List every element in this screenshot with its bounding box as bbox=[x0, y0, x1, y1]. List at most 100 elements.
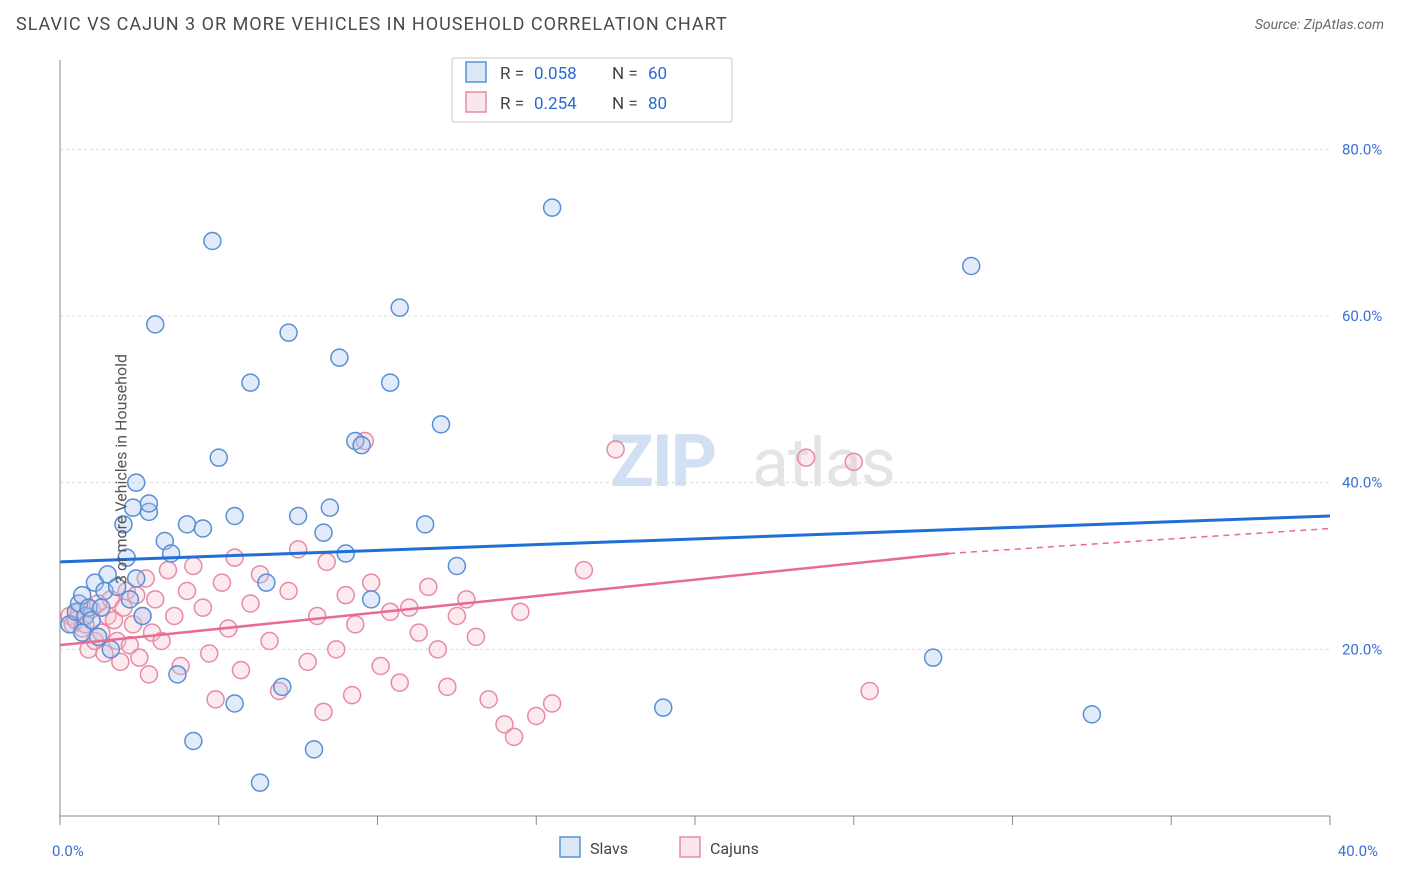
data-point-slavs bbox=[448, 558, 465, 575]
data-point-cajuns bbox=[458, 591, 475, 608]
data-point-slavs bbox=[179, 516, 196, 533]
legend-r-value-cajuns: 0.254 bbox=[534, 94, 577, 114]
source-label: Source: ZipAtlas.com bbox=[1255, 17, 1384, 33]
legend-swatch-cajuns bbox=[466, 92, 486, 112]
data-point-cajuns bbox=[480, 691, 497, 708]
data-point-slavs bbox=[140, 495, 157, 512]
y-tick-label: 20.0% bbox=[1342, 640, 1382, 658]
data-point-slavs bbox=[331, 349, 348, 366]
y-axis-label: 3 or more Vehicles in Household bbox=[112, 354, 131, 584]
legend-swatch-slavs bbox=[466, 62, 486, 82]
data-point-slavs bbox=[121, 591, 138, 608]
data-point-cajuns bbox=[315, 703, 332, 720]
data-point-slavs bbox=[252, 774, 269, 791]
data-point-cajuns bbox=[290, 541, 307, 558]
data-point-cajuns bbox=[372, 658, 389, 675]
data-point-cajuns bbox=[391, 674, 408, 691]
data-point-cajuns bbox=[420, 578, 437, 595]
data-point-slavs bbox=[194, 520, 211, 537]
y-tick-label: 80.0% bbox=[1342, 140, 1382, 158]
data-point-cajuns bbox=[544, 695, 561, 712]
data-point-slavs bbox=[226, 508, 243, 525]
chart-container: 3 or more Vehicles in Household 20.0%40.… bbox=[0, 46, 1406, 892]
data-point-slavs bbox=[210, 449, 227, 466]
trend-line-cajuns-ext bbox=[949, 529, 1330, 554]
legend-n-label: N = bbox=[612, 94, 638, 114]
data-point-slavs bbox=[147, 316, 164, 333]
scatter-chart: 20.0%40.0%60.0%80.0%ZIPatlas0.0%40.0%R =… bbox=[0, 46, 1406, 892]
data-point-slavs bbox=[353, 437, 370, 454]
data-point-cajuns bbox=[410, 624, 427, 641]
data-point-cajuns bbox=[328, 641, 345, 658]
data-point-cajuns bbox=[528, 708, 545, 725]
data-point-cajuns bbox=[299, 653, 316, 670]
watermark-zip: ZIP bbox=[610, 419, 715, 504]
data-point-slavs bbox=[655, 699, 672, 716]
data-point-cajuns bbox=[261, 633, 278, 650]
data-point-slavs bbox=[321, 499, 338, 516]
data-point-slavs bbox=[417, 516, 434, 533]
data-point-cajuns bbox=[344, 687, 361, 704]
data-point-cajuns bbox=[131, 649, 148, 666]
data-point-cajuns bbox=[512, 603, 529, 620]
data-point-slavs bbox=[382, 374, 399, 391]
data-point-slavs bbox=[274, 678, 291, 695]
data-point-slavs bbox=[290, 508, 307, 525]
data-point-cajuns bbox=[147, 591, 164, 608]
legend-n-value-cajuns: 80 bbox=[648, 94, 667, 114]
data-point-cajuns bbox=[429, 641, 446, 658]
data-point-cajuns bbox=[347, 616, 364, 633]
data-point-slavs bbox=[963, 258, 980, 275]
x-tick-label: 40.0% bbox=[1338, 842, 1378, 860]
data-point-cajuns bbox=[309, 608, 326, 625]
y-tick-label: 40.0% bbox=[1342, 474, 1382, 492]
data-point-slavs bbox=[185, 733, 202, 750]
data-point-slavs bbox=[93, 599, 110, 616]
data-point-cajuns bbox=[207, 691, 224, 708]
legend-r-label: R = bbox=[500, 94, 524, 114]
data-point-slavs bbox=[433, 416, 450, 433]
bottom-legend-swatch-cajuns bbox=[680, 837, 700, 857]
trend-line-slavs bbox=[60, 516, 1330, 562]
data-point-cajuns bbox=[798, 449, 815, 466]
watermark-atlas: atlas bbox=[752, 423, 895, 503]
data-point-cajuns bbox=[318, 553, 335, 570]
data-point-cajuns bbox=[506, 728, 523, 745]
legend-n-value-slavs: 60 bbox=[648, 64, 667, 84]
data-point-cajuns bbox=[607, 441, 624, 458]
legend-r-value-slavs: 0.058 bbox=[534, 64, 577, 84]
data-point-slavs bbox=[204, 233, 221, 250]
bottom-legend-label-slavs: Slavs bbox=[590, 839, 628, 858]
data-point-slavs bbox=[169, 666, 186, 683]
data-point-cajuns bbox=[337, 587, 354, 604]
data-point-cajuns bbox=[448, 608, 465, 625]
data-point-cajuns bbox=[439, 678, 456, 695]
chart-title: SLAVIC VS CAJUN 3 OR MORE VEHICLES IN HO… bbox=[16, 14, 728, 35]
data-point-slavs bbox=[337, 545, 354, 562]
legend-n-label: N = bbox=[612, 64, 638, 84]
data-point-cajuns bbox=[242, 595, 259, 612]
data-point-slavs bbox=[306, 741, 323, 758]
data-point-cajuns bbox=[232, 662, 249, 679]
data-point-slavs bbox=[925, 649, 942, 666]
data-point-cajuns bbox=[845, 453, 862, 470]
data-point-cajuns bbox=[280, 583, 297, 600]
data-point-slavs bbox=[102, 641, 119, 658]
data-point-slavs bbox=[280, 324, 297, 341]
bottom-legend-label-cajuns: Cajuns bbox=[710, 839, 759, 858]
data-point-slavs bbox=[242, 374, 259, 391]
data-point-cajuns bbox=[575, 562, 592, 579]
data-point-cajuns bbox=[467, 628, 484, 645]
data-point-cajuns bbox=[194, 599, 211, 616]
data-point-slavs bbox=[134, 608, 151, 625]
data-point-slavs bbox=[1083, 706, 1100, 723]
data-point-cajuns bbox=[226, 549, 243, 566]
data-point-slavs bbox=[391, 299, 408, 316]
data-point-cajuns bbox=[861, 683, 878, 700]
data-point-cajuns bbox=[363, 574, 380, 591]
data-point-slavs bbox=[544, 199, 561, 216]
data-point-cajuns bbox=[185, 558, 202, 575]
data-point-slavs bbox=[363, 591, 380, 608]
x-tick-label: 0.0% bbox=[52, 842, 84, 860]
data-point-cajuns bbox=[213, 574, 230, 591]
